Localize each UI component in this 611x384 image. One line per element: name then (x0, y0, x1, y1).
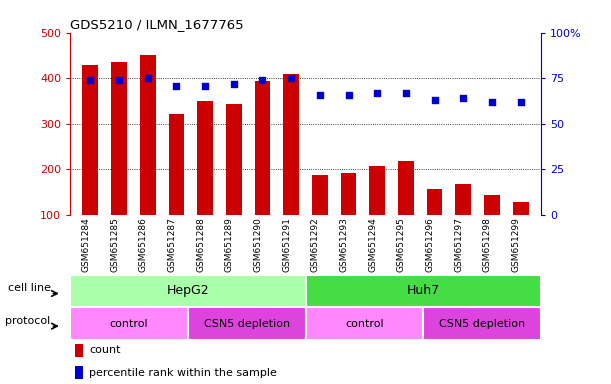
Bar (455, 184, 471, 215)
Bar (398, 161, 414, 215)
Bar (75, 366, 84, 379)
Bar (140, 55, 156, 215)
Bar (484, 195, 500, 215)
Text: Huh7: Huh7 (406, 285, 440, 297)
Text: GSM651294: GSM651294 (368, 217, 377, 271)
Point (287, 75, 296, 81)
Bar (255, 81, 270, 215)
Point (401, 90, 411, 96)
Text: GSM651289: GSM651289 (225, 217, 234, 272)
Bar (197, 101, 213, 215)
Bar (111, 62, 127, 215)
Point (487, 99, 497, 105)
Point (143, 75, 153, 81)
Bar (312, 175, 327, 215)
Bar (513, 202, 529, 215)
Point (200, 83, 210, 89)
Text: GSM651298: GSM651298 (483, 217, 492, 272)
Text: GSM651286: GSM651286 (139, 217, 148, 272)
Text: GSM651287: GSM651287 (167, 217, 177, 272)
Bar (82, 65, 98, 215)
Text: GSM651295: GSM651295 (397, 217, 406, 272)
Bar (70, 275, 306, 307)
Point (430, 97, 439, 103)
Text: GSM651285: GSM651285 (110, 217, 119, 272)
Text: protocol: protocol (5, 316, 51, 326)
Bar (284, 74, 299, 215)
Point (86, 77, 95, 83)
Point (343, 91, 353, 98)
Bar (188, 307, 306, 340)
Text: HepG2: HepG2 (167, 285, 209, 297)
Bar (426, 189, 442, 215)
Bar (226, 104, 242, 215)
Text: GSM651290: GSM651290 (254, 217, 263, 272)
Point (114, 77, 124, 83)
Text: GSM651292: GSM651292 (311, 217, 320, 271)
Text: CSN5 depletion: CSN5 depletion (439, 318, 525, 329)
Point (258, 77, 268, 83)
Bar (169, 114, 185, 215)
Text: GSM651288: GSM651288 (196, 217, 205, 272)
Text: GSM651291: GSM651291 (282, 217, 291, 272)
Bar (306, 307, 423, 340)
Bar (341, 173, 356, 215)
Bar (369, 166, 385, 215)
Point (458, 95, 468, 101)
Text: GSM651293: GSM651293 (340, 217, 348, 272)
Text: GSM651299: GSM651299 (511, 217, 521, 272)
Text: GSM651297: GSM651297 (455, 217, 463, 272)
Text: control: control (110, 318, 148, 329)
Text: GSM651284: GSM651284 (81, 217, 90, 271)
Text: cell line: cell line (7, 283, 51, 293)
Point (172, 83, 181, 89)
Bar (75, 344, 84, 357)
Text: CSN5 depletion: CSN5 depletion (203, 318, 290, 329)
Point (229, 81, 239, 87)
Bar (70, 307, 188, 340)
Text: GSM651296: GSM651296 (426, 217, 434, 272)
Bar (306, 275, 541, 307)
Text: GDS5210 / ILMN_1677765: GDS5210 / ILMN_1677765 (70, 18, 244, 31)
Point (372, 90, 382, 96)
Text: count: count (89, 346, 120, 356)
Point (315, 91, 324, 98)
Point (516, 99, 525, 105)
Bar (423, 307, 541, 340)
Text: control: control (345, 318, 384, 329)
Text: percentile rank within the sample: percentile rank within the sample (89, 367, 277, 377)
